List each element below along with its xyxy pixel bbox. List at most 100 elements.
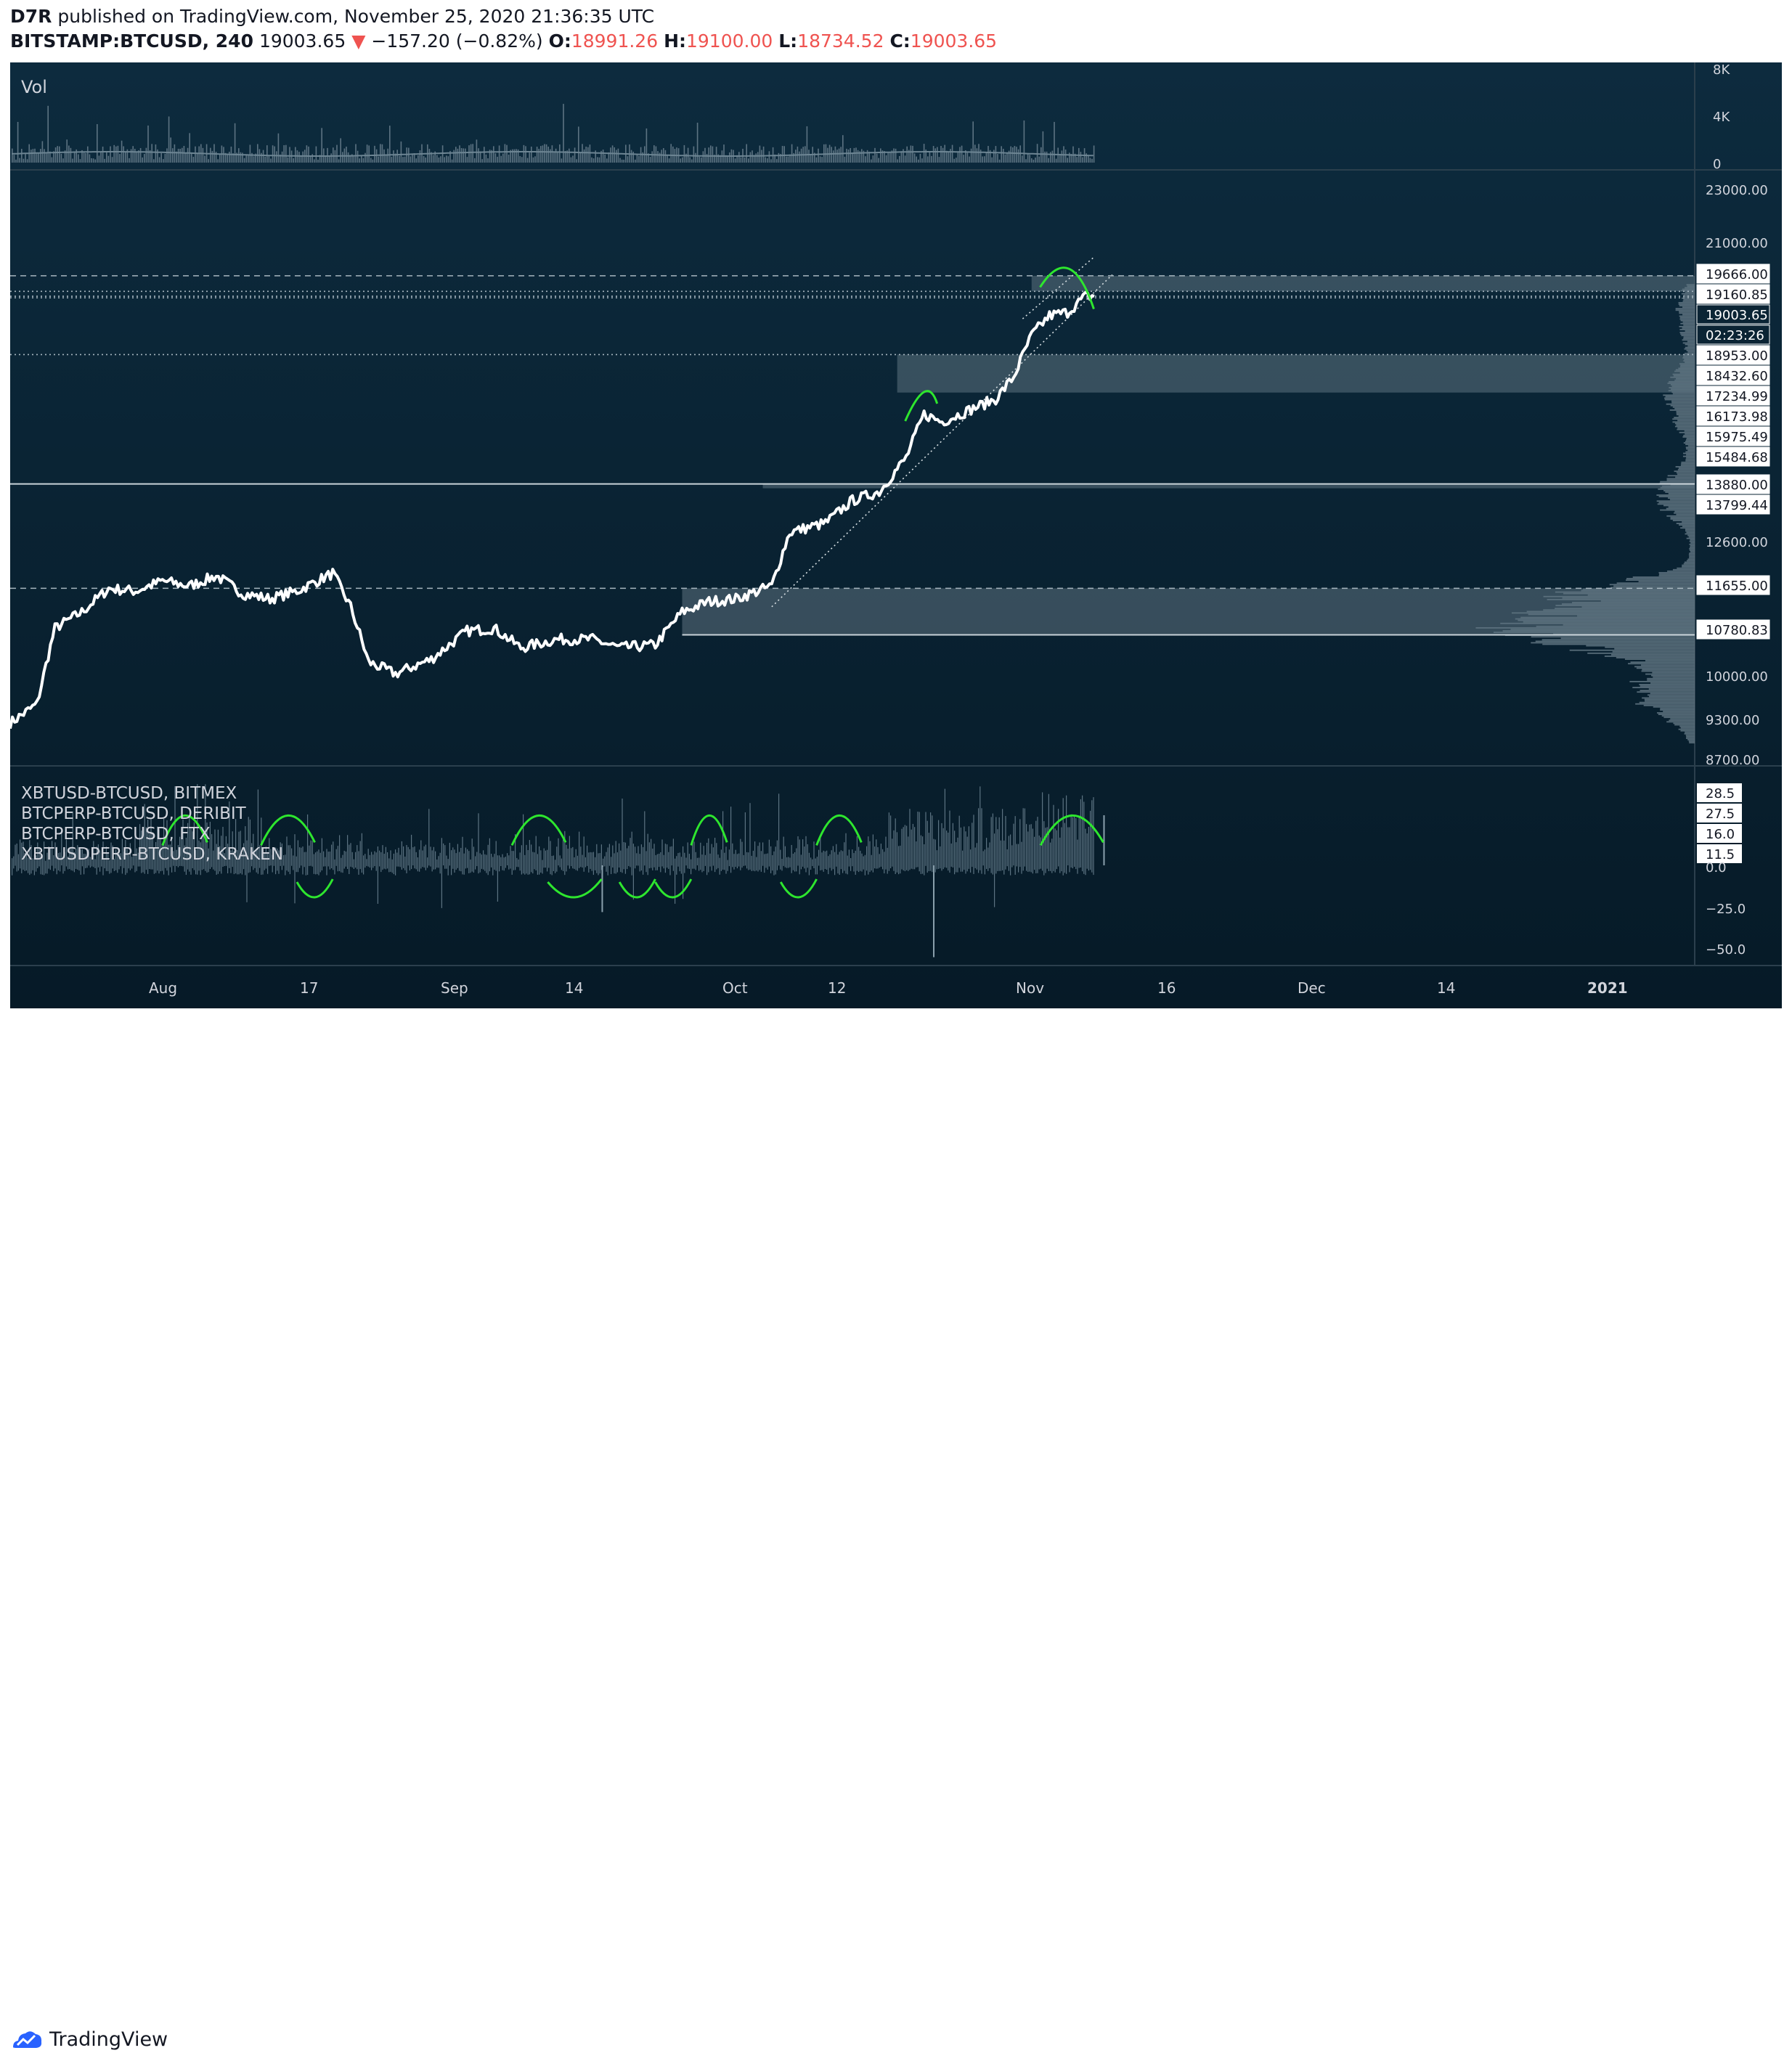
profile-bar [1649,696,1695,698]
funding-bar [272,865,273,873]
funding-bar [906,865,907,870]
price-label: 12600.00 [1706,535,1768,550]
volume-bar [184,146,185,163]
author-name[interactable]: D7R [10,6,52,27]
funding-bar [294,834,295,865]
volume-bar [750,152,752,163]
funding-bar [235,865,236,873]
funding-bar [685,857,686,865]
profile-bar [1677,411,1695,412]
profile-bar [1682,436,1695,438]
funding-bar [299,847,300,865]
profile-bar [1657,500,1695,502]
funding-bar [540,850,541,865]
funding-bar [772,855,773,865]
funding-bar [74,865,75,872]
funding-bar [144,865,145,874]
legend-kraken[interactable]: XBTUSDPERP-BTCUSD, KRAKEN [21,845,283,864]
symbol-label[interactable]: BITSTAMP:BTCUSD, 240 [10,30,253,52]
funding-bar [299,865,300,868]
funding-bar [470,860,471,865]
funding-bar [240,865,241,873]
funding-bar [914,827,915,865]
funding-bar [653,865,654,868]
funding-bar [497,855,498,865]
funding-bar [781,865,782,870]
volume-bar [33,149,34,163]
funding-bar [141,865,142,873]
funding-bar [412,847,413,865]
funding-bar [869,841,870,865]
profile-bar [1681,465,1695,466]
profile-bar [1634,666,1695,667]
funding-bar [1090,865,1091,870]
legend-ftx[interactable]: BTCPERP-BTCUSD, FTX [21,825,211,844]
volume-bar [172,148,174,163]
funding-bar [296,865,297,872]
funding-bar [516,858,517,865]
funding-bar [951,865,952,867]
funding-bar [661,865,662,867]
funding-bar [78,865,79,870]
funding-bar [315,852,316,865]
funding-bar [202,865,203,870]
funding-bar [943,828,944,865]
funding-bar [1010,865,1011,876]
profile-bar [1683,456,1695,457]
funding-bar [521,845,522,865]
funding-bar [815,858,816,865]
volume-bar [987,146,989,163]
tradingview-brand[interactable]: TradingView [49,2028,168,2051]
funding-bar [620,851,621,865]
chart-canvas[interactable]: Vol 8K 4K 0 23000.0021000.0019666.001916… [10,62,1782,1008]
funding-bar [438,865,439,868]
volume-bar [463,148,464,163]
funding-bar [757,846,758,865]
funding-bar [222,865,223,867]
funding-bar [147,865,148,874]
funding-bar [537,854,538,865]
profile-bar [1625,658,1695,660]
profile-bar [1679,326,1695,327]
funding-bar [649,865,650,868]
volume-bar [402,157,404,163]
funding-bar [1085,829,1086,865]
volume-bar [865,156,866,163]
volume-bar [1025,159,1027,163]
profile-bar [1686,457,1695,459]
publish-line: D7R published on TradingView.com, Novemb… [10,6,654,27]
funding-bar [863,865,864,870]
volume-bar [129,158,130,163]
legend-deribit[interactable]: BTCPERP-BTCUSD, DERIBIT [21,804,247,823]
volume-bar [174,144,176,163]
volume-bar [42,141,44,163]
funding-bar [797,836,798,865]
funding-bar [788,857,789,865]
funding-bar [823,865,824,872]
funding-bar [275,865,276,874]
funding-bar [460,865,461,871]
legend-bitmex[interactable]: XBTUSD-BTCUSD, BITMEX [21,784,237,803]
volume-bar [616,150,617,163]
volume-bar [508,155,510,163]
profile-bar [1647,679,1695,681]
volume-bar [497,157,498,163]
volume-bar [140,148,142,163]
volume-bar [1003,149,1004,163]
volume-bar [23,159,25,163]
profile-bar [1686,439,1695,441]
funding-bar [484,865,485,871]
funding-bar [994,865,995,907]
funding-bar [746,852,747,865]
funding-bar [689,854,690,865]
funding-bar [26,865,27,870]
volume-bar [15,160,17,163]
volume-bar [325,157,327,163]
volume-bar [776,159,778,163]
funding-bar [847,856,848,865]
volume-bar [582,144,583,163]
funding-bar [395,849,396,865]
volume-bar [651,151,653,163]
funding-bar [775,865,776,875]
funding-bar [1029,865,1030,872]
